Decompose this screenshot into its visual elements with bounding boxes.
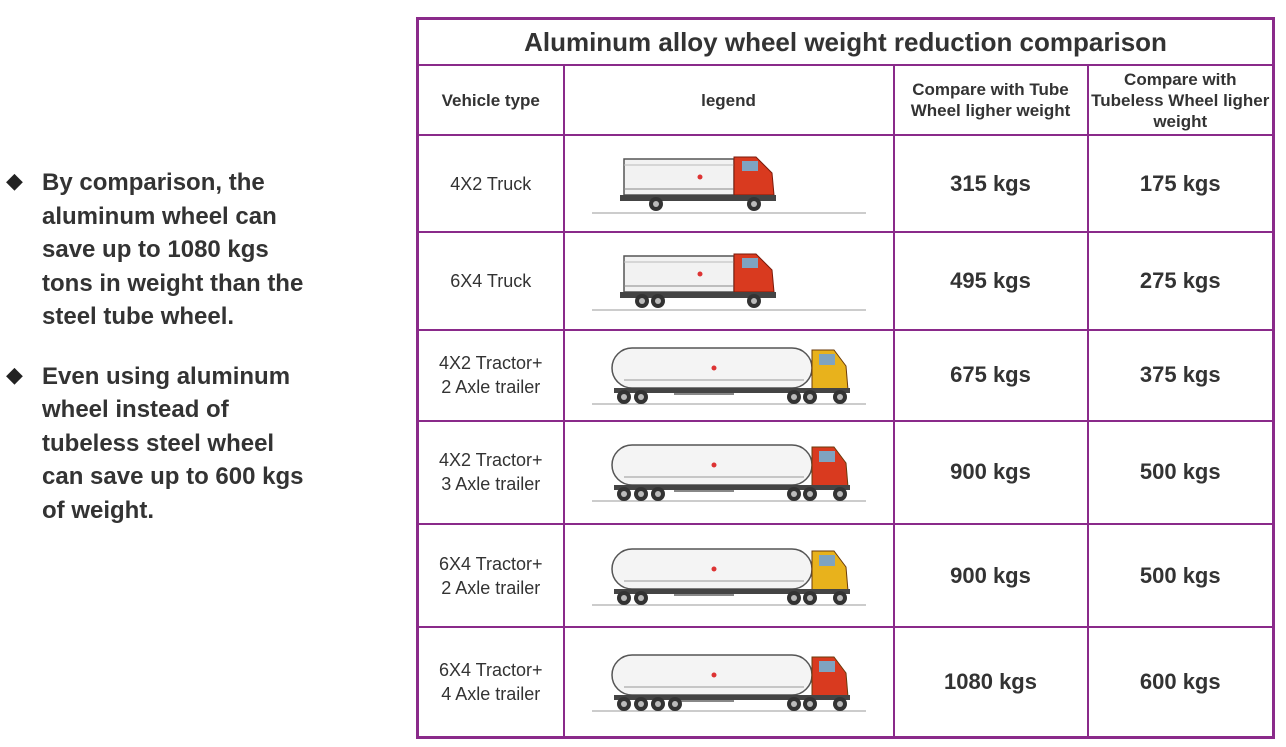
comparison-table: Aluminum alloy wheel weight reduction co…: [416, 17, 1275, 739]
diamond-bullet-icon: ◆: [6, 361, 23, 387]
vehicle-type-line2: 4 Axle trailer: [441, 684, 541, 705]
tube-weight-saving: 315 kgs: [892, 134, 1089, 234]
vehicle-type-cell: 4X2 Tractor+ 3 Axle trailer: [416, 419, 565, 526]
tube-weight-saving: 900 kgs: [892, 419, 1089, 526]
header-legend: legend: [562, 64, 895, 137]
table-row: 4X2 Tractor+ 2 Axle trailer 675 kgs 375 kgs: [416, 328, 1275, 422]
vehicle-illustration-icon: [591, 347, 866, 405]
vehicle-illustration-icon: [591, 444, 866, 502]
vehicle-type-line1: 4X2 Tractor+: [438, 450, 543, 471]
tube-weight-saving: 495 kgs: [892, 231, 1089, 331]
bullet-text: Even using aluminum wheel instead of tub…: [42, 362, 304, 524]
vehicle-type-line1: 6X4 Truck: [450, 271, 532, 292]
vehicle-type-line2: 3 Axle trailer: [441, 474, 541, 495]
vehicle-type-line1: 6X4 Tractor+: [438, 553, 543, 574]
vehicle-type-cell: 6X4 Tractor+ 4 Axle trailer: [416, 626, 565, 739]
tubeless-weight-saving: 600 kgs: [1086, 626, 1275, 739]
table-row: 6X4 Truck 495 kgs 275 kgs: [416, 231, 1275, 331]
table-title: Aluminum alloy wheel weight reduction co…: [416, 17, 1275, 67]
tubeless-weight-saving: 375 kgs: [1086, 328, 1275, 422]
vehicle-type-cell: 4X2 Tractor+ 2 Axle trailer: [416, 328, 565, 422]
tubeless-weight-saving: 175 kgs: [1086, 134, 1275, 234]
legend-cell: [562, 523, 895, 629]
vehicle-type-line2: 2 Axle trailer: [441, 577, 541, 598]
bullet-text: By comparison, the aluminum wheel can sa…: [42, 169, 304, 330]
table-row: 6X4 Tractor+ 4 Axle trailer 1080 kgs 600 kg…: [416, 626, 1275, 739]
vehicle-type-cell: 6X4 Tractor+ 2 Axle trailer: [416, 523, 565, 629]
tubeless-weight-saving: 500 kgs: [1086, 523, 1275, 629]
vehicle-illustration-icon: [591, 253, 866, 311]
tubeless-weight-saving: 500 kgs: [1086, 419, 1275, 526]
table-row: 4X2 Truck 315 kgs 175 kgs: [416, 134, 1275, 234]
vehicle-type-cell: 4X2 Truck: [416, 134, 565, 234]
legend-cell: [562, 328, 895, 422]
header-tubeless-wheel: Compare with Tubeless Wheel ligher weigh…: [1086, 64, 1275, 137]
bullet-item: ◆ By comparison, the aluminum wheel can …: [6, 166, 336, 334]
legend-cell: [562, 626, 895, 739]
bullet-item: ◆ Even using aluminum wheel instead of t…: [6, 360, 336, 528]
vehicle-type-line1: 6X4 Tractor+: [438, 660, 543, 681]
table-row: 4X2 Tractor+ 3 Axle trailer 900 kgs 500 kgs: [416, 419, 1275, 526]
tubeless-weight-saving: 275 kgs: [1086, 231, 1275, 331]
legend-cell: [562, 419, 895, 526]
tube-weight-saving: 675 kgs: [892, 328, 1089, 422]
vehicle-illustration-icon: [591, 156, 866, 214]
tube-weight-saving: 1080 kgs: [892, 626, 1089, 739]
tube-weight-saving: 900 kgs: [892, 523, 1089, 629]
bullet-list: ◆ By comparison, the aluminum wheel can …: [6, 166, 336, 553]
header-tube-wheel: Compare with Tube Wheel ligher weight: [892, 64, 1089, 137]
legend-cell: [562, 134, 895, 234]
vehicle-type-line1: 4X2 Truck: [450, 173, 532, 194]
vehicle-type-cell: 6X4 Truck: [416, 231, 565, 331]
legend-cell: [562, 231, 895, 331]
vehicle-type-line1: 4X2 Tractor+: [438, 353, 543, 374]
vehicle-illustration-icon: [591, 547, 866, 606]
vehicle-illustration-icon: [591, 654, 866, 712]
table-row: 6X4 Tractor+ 2 Axle trailer 900 kgs 500 kgs: [416, 523, 1275, 629]
header-vehicle-type: Vehicle type: [416, 64, 565, 137]
vehicle-type-line2: 2 Axle trailer: [441, 377, 541, 398]
diamond-bullet-icon: ◆: [6, 168, 23, 193]
